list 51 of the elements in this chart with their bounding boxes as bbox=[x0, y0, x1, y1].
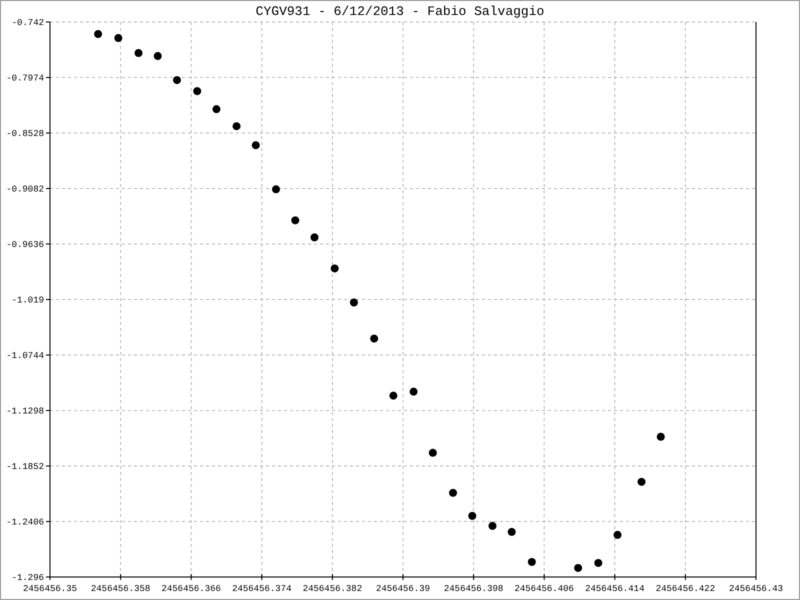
point bbox=[310, 233, 318, 242]
point bbox=[193, 87, 202, 96]
y-tick-label: -0.9636 bbox=[6, 240, 44, 250]
y-tick-label: -0.7974 bbox=[6, 74, 44, 84]
y-tick-label: -1.296 bbox=[12, 573, 44, 583]
x-tick-label: 2456456.422 bbox=[656, 584, 716, 594]
y-tick-label: -0.9082 bbox=[6, 184, 44, 194]
point bbox=[449, 488, 458, 497]
point bbox=[330, 264, 339, 272]
point bbox=[172, 76, 181, 84]
point bbox=[488, 522, 496, 530]
point bbox=[370, 334, 378, 343]
x-tick-label: 2456456.406 bbox=[514, 584, 574, 594]
x-tick-label: 2456456.382 bbox=[302, 584, 362, 594]
point bbox=[154, 52, 162, 60]
point bbox=[114, 34, 122, 42]
point bbox=[94, 30, 102, 38]
point bbox=[656, 432, 665, 441]
point bbox=[468, 512, 476, 520]
y-tick-label: -1.1852 bbox=[6, 462, 44, 472]
x-tick-label: 2456456.35 bbox=[22, 584, 78, 594]
point bbox=[528, 558, 536, 566]
point bbox=[410, 388, 418, 396]
point bbox=[594, 558, 602, 567]
point bbox=[574, 564, 582, 572]
point bbox=[272, 185, 280, 194]
point bbox=[252, 141, 260, 150]
y-tick-label: -1.019 bbox=[12, 296, 44, 306]
point bbox=[350, 298, 358, 307]
x-tick-label: 2456456.398 bbox=[444, 584, 504, 594]
chart-title: CYGV931 - 6/12/2013 - Fabio Salvaggio bbox=[256, 4, 544, 19]
point bbox=[428, 448, 437, 457]
point bbox=[614, 530, 622, 539]
y-tick-label: -0.8528 bbox=[6, 129, 44, 139]
point bbox=[508, 528, 516, 536]
x-tick-label: 2456456.39 bbox=[376, 584, 430, 594]
y-tick-label: -1.1298 bbox=[6, 406, 44, 416]
point bbox=[212, 105, 220, 114]
x-tick-label: 2456456.366 bbox=[161, 584, 221, 594]
point bbox=[638, 478, 646, 486]
point bbox=[134, 49, 143, 58]
y-tick-label: -1.0744 bbox=[6, 351, 44, 361]
y-tick-label: -1.2406 bbox=[6, 518, 44, 528]
y-tick-label: -0.742 bbox=[12, 18, 44, 28]
x-tick-label: 2456456.414 bbox=[585, 584, 645, 594]
point bbox=[389, 392, 398, 400]
point bbox=[291, 216, 300, 224]
x-tick-label: 2456456.358 bbox=[90, 584, 150, 594]
x-tick-label: 2456456.374 bbox=[232, 584, 292, 594]
x-tick-label: 2456456.43 bbox=[728, 584, 784, 594]
point bbox=[232, 122, 241, 130]
